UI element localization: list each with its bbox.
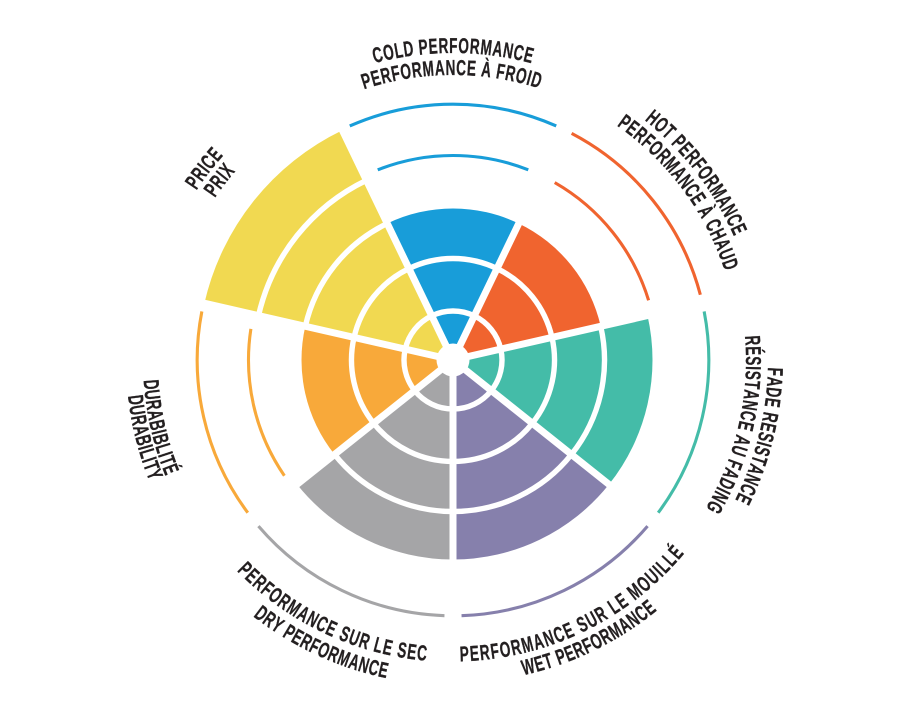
- svg-text:P: P: [459, 642, 469, 666]
- svg-text:R: R: [141, 398, 166, 411]
- svg-text:N: N: [737, 399, 762, 412]
- svg-text:R: R: [740, 335, 765, 346]
- svg-text:M: M: [422, 56, 435, 81]
- svg-text:R: R: [479, 640, 491, 665]
- svg-text:E: E: [760, 397, 785, 409]
- svg-text:A: A: [143, 408, 168, 422]
- svg-text:C: C: [735, 409, 760, 423]
- svg-text:E: E: [428, 34, 439, 58]
- svg-text:F: F: [495, 59, 507, 84]
- svg-text:U: U: [140, 388, 165, 401]
- svg-text:R: R: [757, 410, 782, 424]
- svg-text:E: E: [466, 56, 477, 80]
- svg-text:I: I: [741, 366, 765, 370]
- svg-text:A: A: [491, 36, 504, 61]
- svg-text:F: F: [489, 639, 501, 664]
- svg-text:S: S: [741, 370, 765, 380]
- svg-text:N: N: [501, 38, 515, 63]
- svg-text:I: I: [147, 427, 171, 436]
- svg-text:I: I: [752, 439, 776, 449]
- svg-text:O: O: [458, 34, 469, 58]
- svg-text:I: I: [524, 66, 534, 90]
- svg-text:M: M: [479, 35, 493, 60]
- svg-text:D: D: [139, 379, 164, 391]
- svg-text:S: S: [396, 638, 409, 663]
- svg-text:R: R: [503, 61, 517, 86]
- svg-text:S: S: [741, 356, 765, 365]
- svg-text:I: I: [133, 442, 157, 452]
- svg-text:R: R: [410, 58, 423, 83]
- svg-text:T: T: [740, 380, 765, 390]
- svg-text:N: N: [445, 56, 455, 80]
- svg-text:C: C: [456, 56, 466, 80]
- svg-text:D: D: [761, 386, 786, 398]
- svg-text:A: A: [762, 376, 787, 387]
- svg-text:D: D: [123, 394, 148, 407]
- svg-text:R: R: [469, 34, 480, 59]
- svg-text:A: A: [739, 388, 764, 401]
- svg-text:F: F: [763, 367, 787, 376]
- svg-text:O: O: [399, 59, 413, 84]
- svg-text:P: P: [417, 35, 428, 60]
- svg-text:U: U: [125, 403, 150, 416]
- svg-text:É: É: [741, 346, 766, 356]
- svg-text:R: R: [438, 34, 449, 58]
- svg-text:F: F: [449, 34, 457, 58]
- svg-text:A: A: [434, 56, 445, 80]
- svg-text:O: O: [381, 40, 396, 66]
- svg-text:E: E: [406, 639, 418, 664]
- svg-text:C: C: [416, 641, 428, 666]
- svg-text:O: O: [498, 637, 513, 662]
- svg-text:E: E: [469, 641, 480, 666]
- svg-text:À: À: [480, 56, 493, 82]
- svg-text:I: I: [137, 454, 161, 465]
- svg-text:I: I: [153, 449, 177, 460]
- svg-text:R: R: [126, 413, 151, 427]
- svg-text:D: D: [402, 36, 415, 61]
